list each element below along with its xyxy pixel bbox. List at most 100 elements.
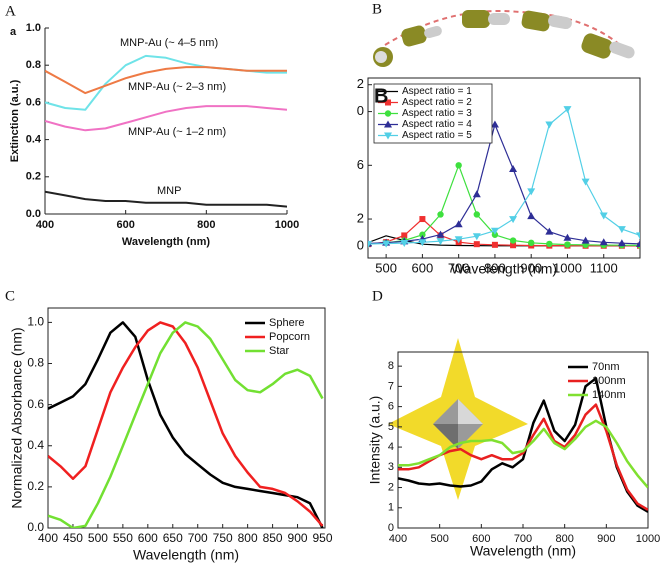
- marker: [617, 226, 626, 234]
- plot-area: [45, 54, 287, 208]
- x-axis-label: Wavelength (nm): [451, 261, 557, 277]
- rod-cap: [488, 13, 510, 25]
- marker: [581, 236, 590, 244]
- marker: [509, 216, 518, 224]
- marker: [581, 178, 590, 186]
- panel-label: C: [5, 288, 15, 304]
- rod: [462, 10, 490, 28]
- y-axis-label: Intensity (a.u.): [367, 396, 383, 485]
- marker: [400, 239, 409, 247]
- y-tick-label: 0.8: [26, 59, 41, 71]
- y-tick-label: 0.6: [26, 96, 41, 108]
- marker: [599, 238, 608, 246]
- marker: [636, 232, 640, 240]
- rod: [401, 25, 427, 47]
- y-tick-label: 0.8: [27, 356, 44, 370]
- x-axis-label: Wavelength (nm): [133, 547, 239, 563]
- marker: [509, 164, 518, 172]
- marker: [436, 238, 445, 246]
- marker: [599, 212, 608, 220]
- marker: [436, 230, 445, 238]
- y-tick-label: 4: [388, 441, 394, 453]
- y-tick-label: 3: [388, 461, 394, 473]
- marker: [491, 231, 499, 238]
- x-tick-label: 750: [213, 531, 233, 545]
- rod-cap: [424, 25, 442, 39]
- y-tick-label: 0: [357, 103, 364, 118]
- x-tick-label: 900: [288, 531, 308, 545]
- y-tick-label: 5: [388, 421, 394, 433]
- x-tick-label: 600: [412, 260, 434, 275]
- marker: [368, 241, 372, 249]
- marker: [546, 240, 553, 248]
- marker: [563, 106, 572, 114]
- x-tick-label: 1100: [590, 260, 618, 275]
- y-tick-label: 0.0: [27, 520, 44, 534]
- rod: [521, 10, 551, 32]
- x-tick-label: 500: [430, 533, 448, 545]
- marker: [636, 239, 640, 247]
- y-tick-label: 2: [388, 481, 394, 493]
- marker: [617, 239, 626, 247]
- x-tick-label: 850: [263, 531, 283, 545]
- marker: [419, 216, 426, 223]
- marker: [473, 241, 480, 248]
- legend-label: Aspect ratio = 1: [402, 86, 472, 97]
- legend-label: Popcorn: [269, 331, 310, 343]
- y-tick-label: 1.0: [27, 315, 44, 329]
- rod-cap: [375, 51, 387, 63]
- y-tick-label: 0.2: [26, 171, 41, 183]
- x-tick-label: 600: [116, 219, 134, 231]
- y-tick-label: 0.4: [26, 134, 42, 146]
- plot-area: [368, 106, 640, 249]
- series-line: [45, 105, 287, 132]
- x-tick-label: 400: [36, 219, 54, 231]
- series-annotation: MNP-Au (~ 4–5 nm): [120, 37, 218, 49]
- legend-label: Aspect ratio = 2: [402, 97, 472, 108]
- series-line: [45, 190, 287, 208]
- x-tick-label: 600: [138, 531, 158, 545]
- x-tick-label: 500: [88, 531, 108, 545]
- series-line: [368, 218, 640, 247]
- marker: [382, 240, 391, 248]
- star-facet: [433, 424, 458, 449]
- marker: [385, 99, 391, 106]
- x-tick-label: 600: [472, 533, 490, 545]
- panel-label: D: [372, 288, 383, 304]
- series-annotation: MNP-Au (~ 1–2 nm): [128, 126, 226, 138]
- legend-label: Sphere: [269, 317, 304, 329]
- series-line: [368, 108, 640, 245]
- y-tick-label: 2: [357, 210, 364, 225]
- marker: [490, 120, 499, 128]
- x-tick-label: 550: [113, 531, 133, 545]
- x-tick-label: 700: [514, 533, 532, 545]
- inset-label: B: [374, 85, 388, 107]
- marker: [509, 237, 517, 244]
- plot-frame: [367, 77, 641, 259]
- series-line: [48, 321, 324, 528]
- x-tick-label: 450: [63, 531, 83, 545]
- x-tick-label: 1000: [275, 219, 299, 231]
- marker: [419, 231, 426, 238]
- y-tick-label: 6: [357, 157, 364, 172]
- y-tick-label: 1: [388, 502, 394, 514]
- x-tick-label: 500: [375, 260, 397, 275]
- marker: [454, 236, 463, 244]
- series-annotation: MNP: [157, 185, 181, 197]
- series-annotation: MNP-Au (~ 2–3 nm): [128, 81, 226, 93]
- rod-cap: [609, 41, 635, 59]
- x-tick-label: 650: [163, 531, 183, 545]
- y-tick-label: 0.6: [27, 397, 44, 411]
- marker: [454, 220, 463, 228]
- legend-label: Aspect ratio = 4: [402, 119, 472, 130]
- x-tick-label: 800: [238, 531, 258, 545]
- nanorod-cartoon: [373, 9, 635, 67]
- y-axis-label: Extinction (a.u.): [9, 79, 21, 162]
- marker: [384, 132, 392, 140]
- marker: [455, 162, 462, 169]
- y-tick-label: 0.4: [27, 438, 44, 452]
- rod-cap: [548, 14, 572, 30]
- legend-label: 70nm: [592, 361, 620, 373]
- y-tick-label: 7: [388, 380, 394, 392]
